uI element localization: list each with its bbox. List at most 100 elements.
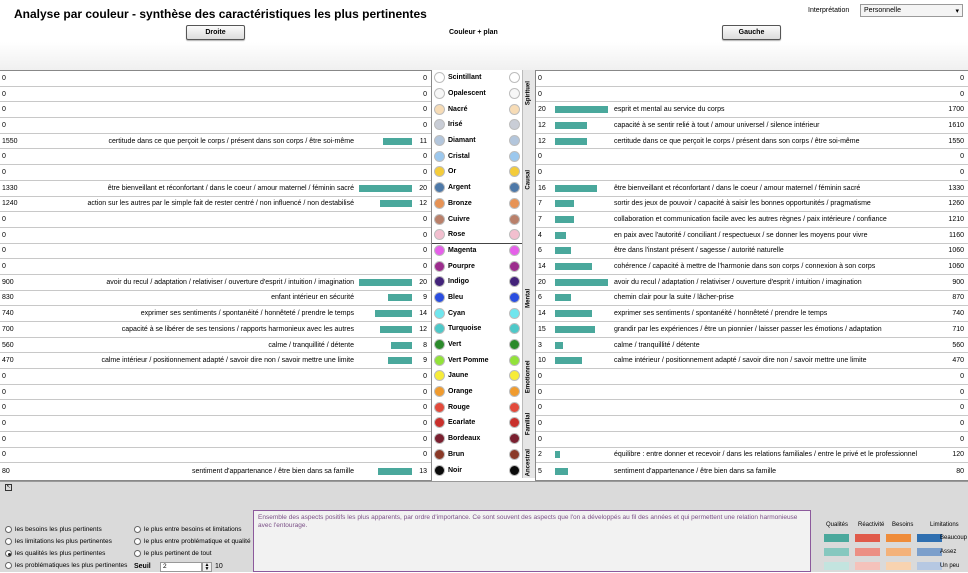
- row-count: 0: [423, 372, 427, 380]
- table-row: 900 avoir du recul / adaptation / relativ…: [0, 275, 431, 291]
- plan-label: Emotionnel: [525, 359, 532, 393]
- colors-column: Scintillant Opalescent Nacré Irisé Diamant Cr…: [432, 70, 535, 481]
- color-swatch: [434, 197, 445, 209]
- color-row: Brun: [432, 447, 535, 463]
- color-swatch: [509, 72, 520, 84]
- row-description: équilibre : entre donner et recevoir / d…: [614, 451, 918, 459]
- row-count: 0: [423, 263, 427, 271]
- radio-problematique-qualite[interactable]: le plus entre problématique et qualité: [134, 538, 251, 545]
- color-row: Argent: [432, 180, 535, 196]
- radio-problematiques[interactable]: les problématiques les plus pertinentes: [5, 562, 127, 569]
- color-row: Turquoise: [432, 321, 535, 337]
- color-swatch: [509, 433, 520, 445]
- score-bar: [555, 451, 561, 459]
- table-row: 1550 certitude dans ce que perçoit le cor…: [0, 134, 431, 150]
- row-description: calme intérieur / positionnement adapté …: [614, 357, 867, 365]
- row-description: capacité à se sentir relié à tout / amou…: [614, 121, 820, 129]
- radio-besoins-limitations[interactable]: le plus entre besoins et limitations: [134, 526, 242, 533]
- radio-pertinent-tout[interactable]: le plus pertinent de tout: [134, 550, 212, 557]
- row-description: certitude dans ce que perçoit le corps /…: [614, 137, 860, 145]
- interpretation-select[interactable]: Personnelle ▾: [860, 4, 963, 17]
- legend-swatch: [917, 548, 942, 556]
- row-description: être bienveillant et réconfortant / dans…: [107, 184, 354, 192]
- color-name: Vert: [448, 341, 462, 349]
- color-name: Diamant: [448, 137, 476, 145]
- score-bar: [380, 200, 412, 208]
- seuil-input[interactable]: 2: [160, 562, 202, 572]
- color-row: Bordeaux: [432, 431, 535, 447]
- radio-limitations[interactable]: les limitations les plus pertinentes: [5, 538, 112, 545]
- color-swatch: [434, 244, 445, 256]
- row-count: 0: [423, 451, 427, 459]
- row-count: 14: [538, 310, 546, 318]
- row-count: 16: [538, 184, 546, 192]
- row-count: 14: [419, 310, 427, 318]
- row-total: 0: [960, 435, 964, 443]
- row-description: esprit et mental au service du corps: [614, 106, 725, 114]
- color-swatch: [509, 150, 520, 162]
- color-swatch: [509, 244, 520, 256]
- score-bar: [555, 137, 587, 145]
- color-name: Brun: [448, 450, 465, 458]
- row-total: 560: [2, 341, 14, 349]
- table-row: 740 exprimer ses sentiments / spontanéité…: [0, 306, 431, 322]
- row-count: 6: [538, 247, 542, 255]
- row-count: 11: [419, 137, 427, 145]
- color-swatch: [434, 213, 445, 225]
- left-side-button[interactable]: Gauche: [722, 25, 781, 40]
- row-total: 0: [960, 153, 964, 161]
- color-row: Orange: [432, 384, 535, 400]
- row-count: 0: [538, 388, 542, 396]
- radio-circle-icon: [5, 538, 12, 545]
- row-count: 0: [423, 404, 427, 412]
- plan-band: [522, 446, 535, 479]
- color-name: Bronze: [448, 199, 472, 207]
- right-side-button[interactable]: Droite: [186, 25, 245, 40]
- color-row: Indigo: [432, 274, 535, 290]
- legend-swatch: [886, 562, 911, 570]
- legend-header: Réactivité: [858, 522, 885, 528]
- score-bar: [390, 341, 412, 349]
- row-total: 80: [956, 467, 964, 475]
- panel-toggle-icon[interactable]: ↖: [5, 484, 12, 491]
- legend-level: Un peu: [940, 563, 960, 569]
- row-description: avoir du recul / adaptation / relativise…: [614, 278, 862, 286]
- color-swatch: [434, 339, 445, 351]
- chevron-down-icon: ▾: [955, 7, 959, 15]
- color-row: Scintillant: [432, 70, 535, 86]
- color-swatch: [509, 88, 520, 100]
- plan-label: Mental: [525, 288, 532, 308]
- color-row: Diamant: [432, 133, 535, 149]
- row-total: 0: [960, 419, 964, 427]
- row-total: 900: [2, 278, 14, 286]
- row-total: 0: [2, 90, 6, 98]
- row-count: 0: [538, 74, 542, 82]
- options-panel: ↖ les besoins les plus pertinents les li…: [0, 481, 968, 572]
- radio-qualites[interactable]: les qualités les plus pertinentes: [5, 550, 105, 557]
- color-row: Cuivre: [432, 211, 535, 227]
- color-swatch: [434, 72, 445, 84]
- seuil-spinner[interactable]: ▲ ▼: [202, 562, 212, 572]
- row-count: 20: [538, 106, 546, 114]
- legend-header: Besoins: [892, 522, 914, 528]
- color-row: Cristal: [432, 148, 535, 164]
- score-bar: [374, 310, 412, 318]
- color-name: Pourpre: [448, 262, 475, 270]
- row-count: 0: [423, 216, 427, 224]
- row-description: cohérence / capacité à mettre de l'harmo…: [614, 263, 876, 271]
- color-swatch: [509, 354, 520, 366]
- score-bar: [555, 357, 582, 365]
- radio-besoins[interactable]: les besoins les plus pertinents: [5, 526, 102, 533]
- color-name: Nacré: [448, 105, 468, 113]
- color-swatch: [509, 229, 520, 241]
- color-row: Vert Pomme: [432, 352, 535, 368]
- row-count: 7: [538, 216, 542, 224]
- color-swatch: [434, 401, 445, 413]
- table-row: 15 grandir par les expériences / être un …: [536, 322, 968, 338]
